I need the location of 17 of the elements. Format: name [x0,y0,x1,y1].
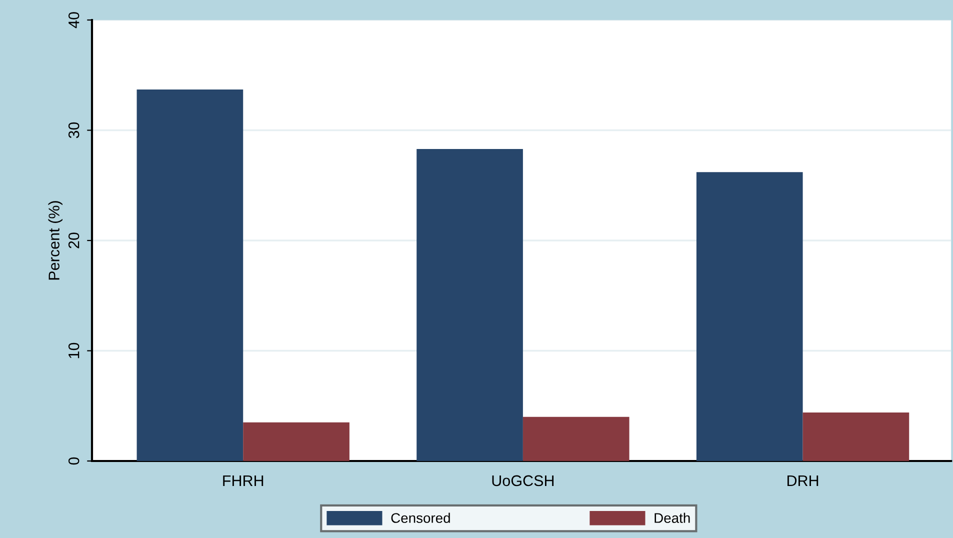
x-tick-label: UoGCSH [492,475,554,486]
bar [416,148,523,461]
bar [243,422,350,461]
legend-label: Death [654,512,690,523]
y-tick-label: 40 [68,12,80,28]
y-tick-label: 30 [68,122,80,138]
y-axis-title: Percent (%) [48,201,62,280]
x-tick-label: DRH [787,475,818,486]
x-tick-label: FHRH [223,475,264,486]
y-tick-label: 0 [68,457,80,465]
bar [136,89,244,461]
bar [802,412,910,461]
y-tick-label: 20 [68,232,80,248]
bar [522,416,630,461]
bar [696,172,803,461]
y-tick-label: 10 [68,342,80,358]
legend-label: Censored [391,512,450,523]
